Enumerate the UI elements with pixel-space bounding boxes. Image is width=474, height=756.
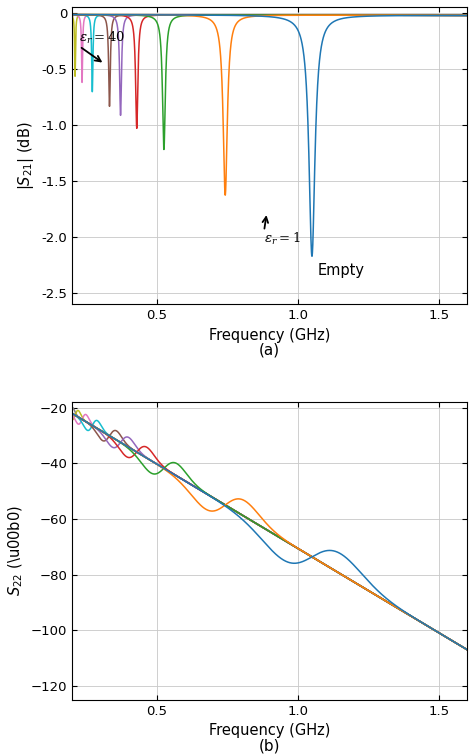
Text: Empty: Empty: [318, 263, 365, 278]
X-axis label: Frequency (GHz): Frequency (GHz): [209, 327, 330, 342]
X-axis label: Frequency (GHz): Frequency (GHz): [209, 723, 330, 738]
Text: (a): (a): [259, 343, 280, 358]
Text: $\varepsilon_r = 1$: $\varepsilon_r = 1$: [264, 231, 301, 247]
Y-axis label: $S_{22}$ (\u00b0): $S_{22}$ (\u00b0): [7, 506, 25, 596]
Text: (b): (b): [259, 739, 281, 753]
Text: $\varepsilon_r = 40$: $\varepsilon_r = 40$: [79, 30, 125, 46]
Y-axis label: $|S_{21}|$ (dB): $|S_{21}|$ (dB): [16, 121, 36, 190]
